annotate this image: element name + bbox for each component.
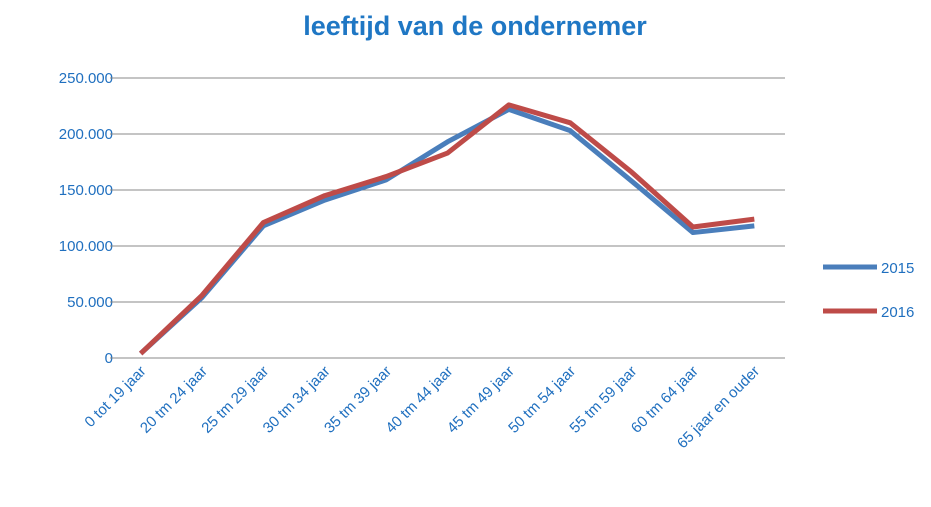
x-tick-label: 0 tot 19 jaar (81, 363, 149, 431)
legend-label: 2016 (881, 304, 914, 321)
y-tick-label: 0 (105, 350, 113, 367)
y-tick-label: 100.000 (59, 238, 113, 255)
series-line (138, 102, 755, 356)
series-line (138, 106, 755, 356)
legend-label: 2015 (881, 260, 914, 277)
y-tick-label: 50.000 (67, 294, 113, 311)
y-tick-label: 250.000 (59, 70, 113, 87)
chart-title: leeftijd van de ondernemer (303, 11, 647, 41)
y-tick-label: 150.000 (59, 182, 113, 199)
y-tick-label: 200.000 (59, 126, 113, 143)
